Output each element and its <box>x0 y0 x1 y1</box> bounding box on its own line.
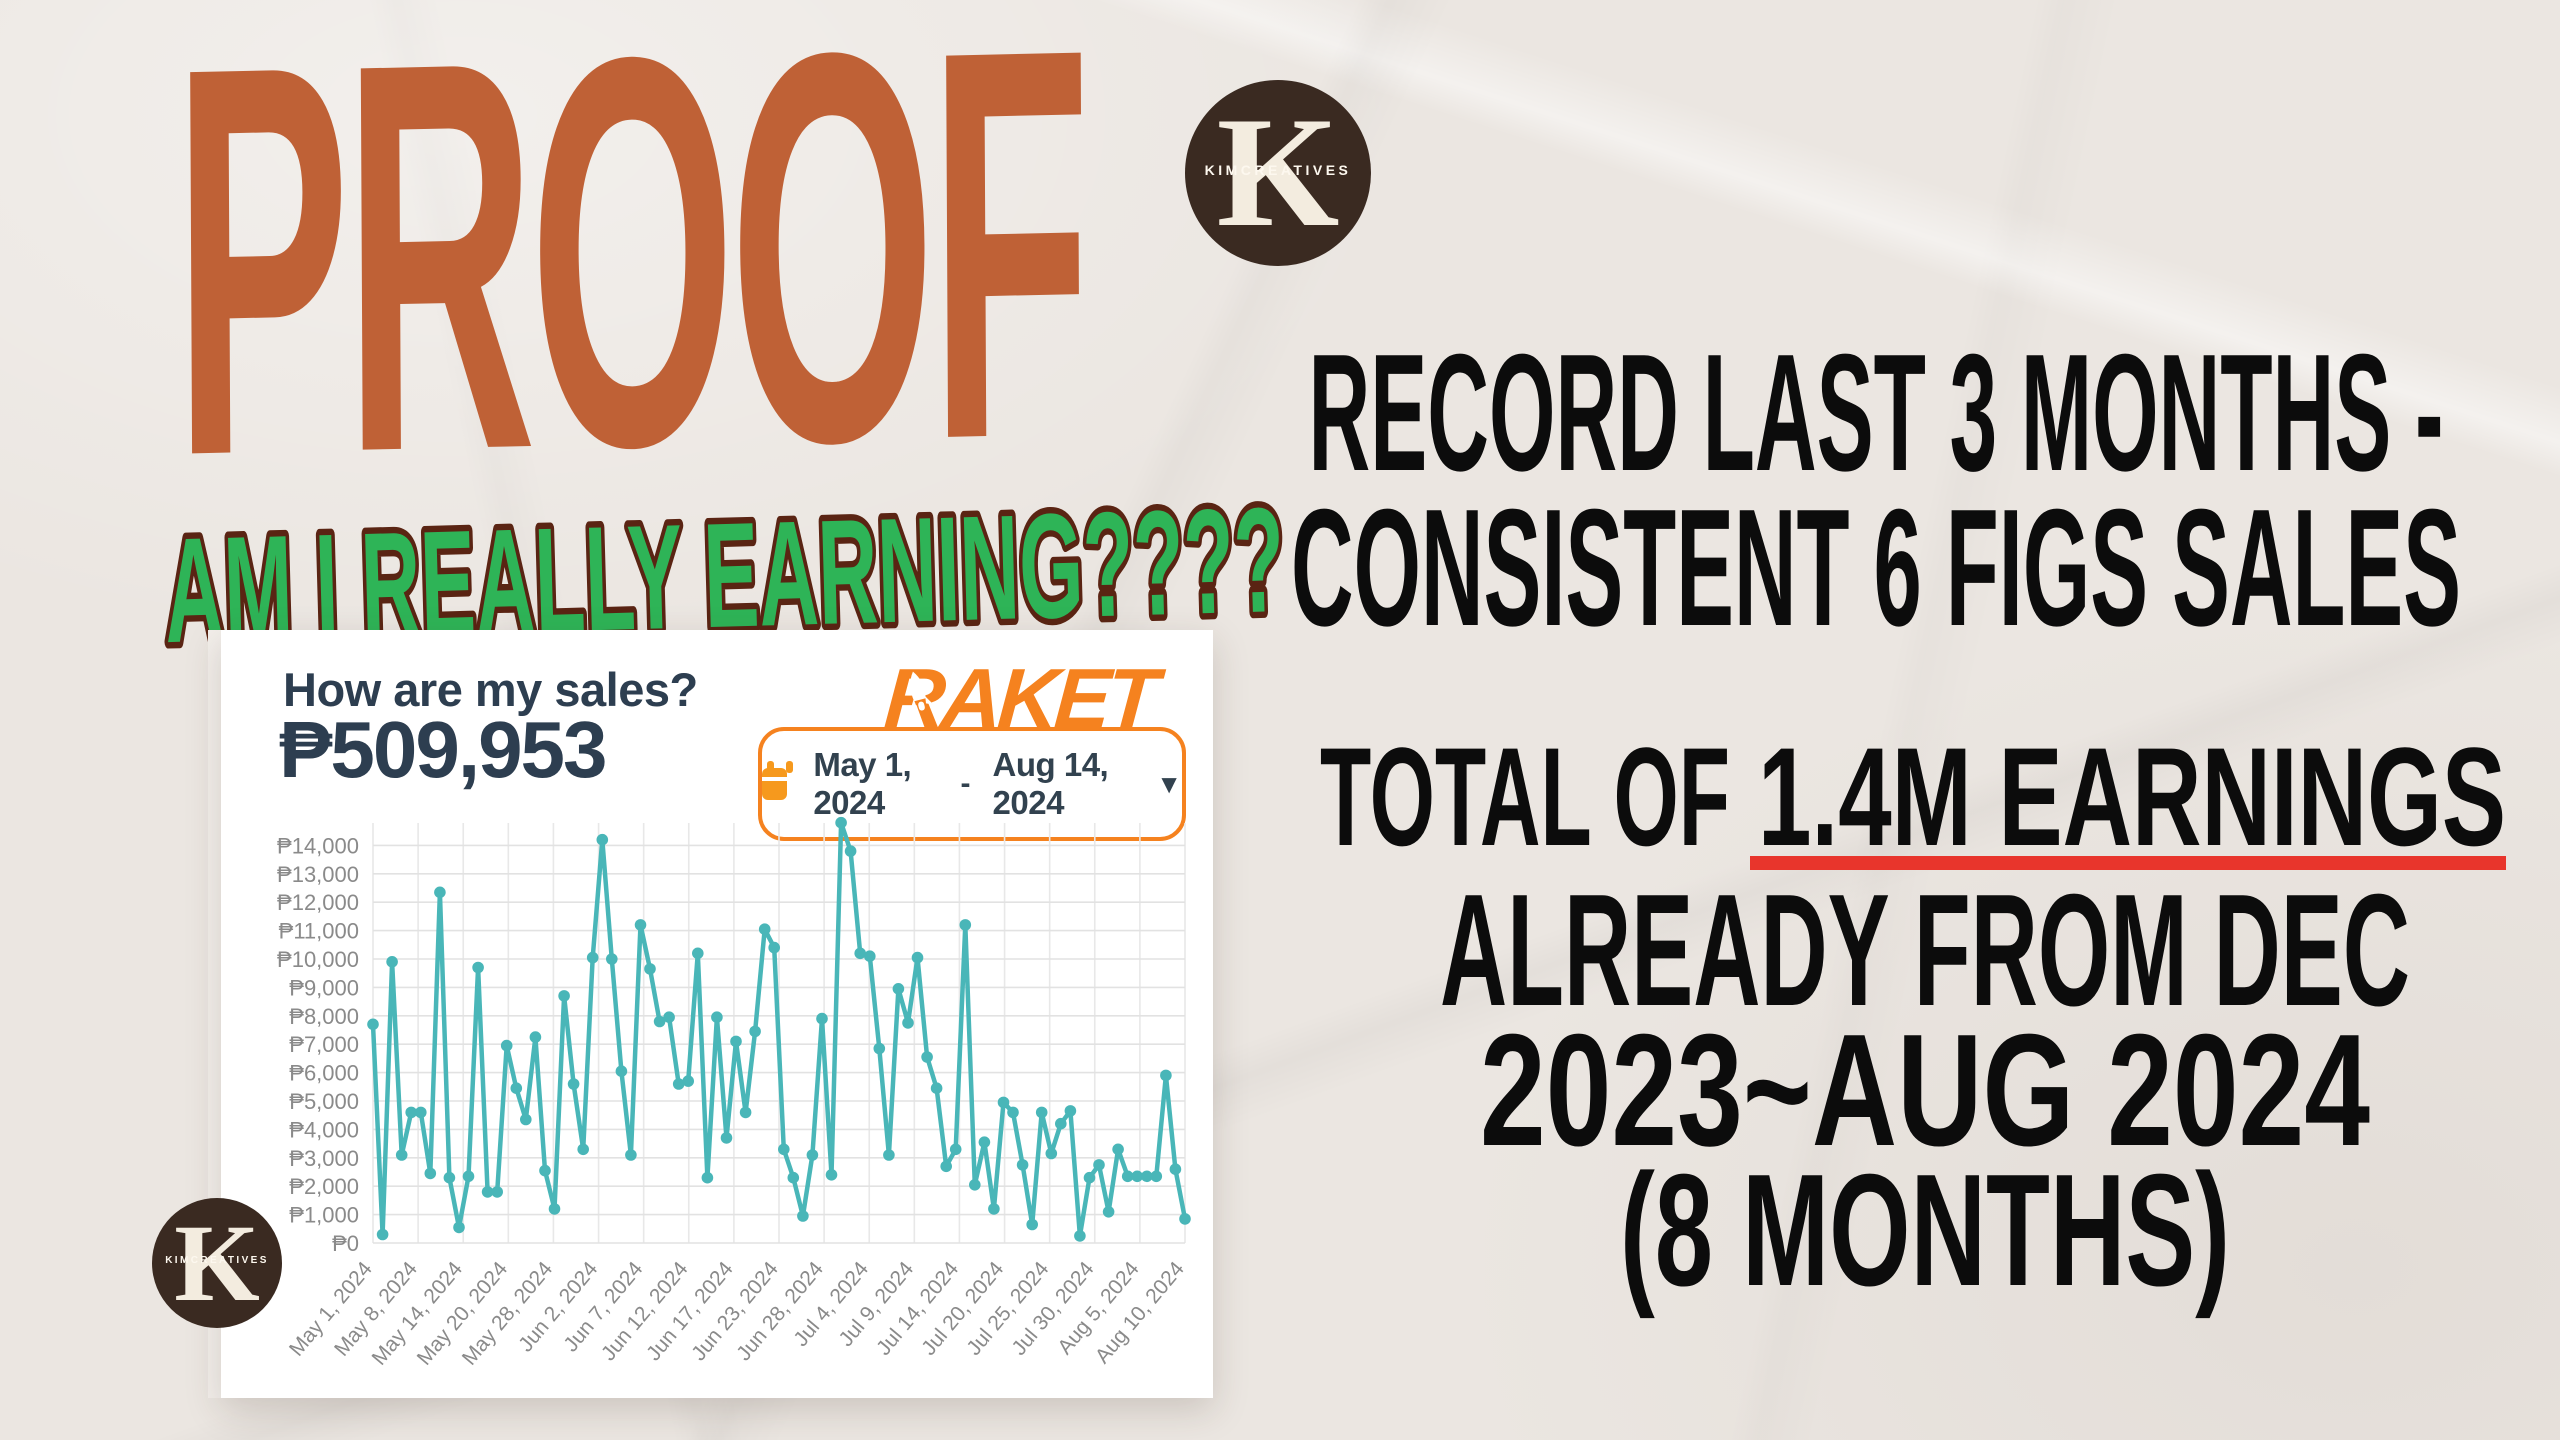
svg-text:₱12,000: ₱12,000 <box>277 890 359 915</box>
svg-text:₱14,000: ₱14,000 <box>277 833 359 858</box>
calendar-icon <box>762 761 799 800</box>
svg-text:₱9,000: ₱9,000 <box>289 975 359 1000</box>
chevron-down-icon[interactable]: ▼ <box>1156 768 1182 799</box>
svg-text:₱8,000: ₱8,000 <box>289 1004 359 1029</box>
svg-text:₱0: ₱0 <box>332 1231 359 1256</box>
sales-line-chart: ₱0 ₱1,000 ₱2,000 ₱3,000 ₱4,000 ₱5,000 ₱6,000 ₱7… <box>277 816 1191 1370</box>
kimcreatives-logo: K KIMCREATIVES <box>1185 80 1371 266</box>
total-sales-amount: ₱509,953 <box>279 705 608 794</box>
svg-text:₱2,000: ₱2,000 <box>289 1174 359 1199</box>
sales-dashboard-card: How are my sales? ₱509,953 RAKET May 1, … <box>221 630 1213 1398</box>
svg-text:₱4,000: ₱4,000 <box>289 1117 359 1142</box>
svg-text:₱13,000: ₱13,000 <box>277 862 359 887</box>
claims-block: RECORD LAST 3 MONTHS - CONSISTENT 6 FIGS… <box>1291 320 2506 1320</box>
svg-text:₱6,000: ₱6,000 <box>289 1061 359 1086</box>
proof-headline: PROOF <box>171 0 1087 573</box>
total-claim-prefix: TOTAL OF <box>1320 718 1730 875</box>
total-claim-highlight: 1.4M EARNINGS <box>1758 718 2506 875</box>
svg-text:₱3,000: ₱3,000 <box>289 1146 359 1171</box>
svg-text:₱5,000: ₱5,000 <box>289 1089 359 1114</box>
logo-wordmark: KIMCREATIVES <box>165 1255 269 1267</box>
date-range-separator: - <box>960 767 971 800</box>
logo-k-monogram: K <box>1216 85 1340 260</box>
range-claim-line: 2023~AUG 2024 <box>1480 1002 2370 1180</box>
date-range-end: Aug 14, 2024 <box>992 746 1109 821</box>
svg-text:₱10,000: ₱10,000 <box>277 947 359 972</box>
rocket-icon <box>910 671 934 711</box>
logo-wordmark: KIMCREATIVES <box>1204 161 1352 178</box>
months-claim-line: (8 MONTHS) <box>1620 1142 2230 1320</box>
record-claim-line2: CONSISTENT 6 FIGS SALES <box>1291 475 2461 661</box>
highlight-underline <box>1750 856 2506 870</box>
svg-text:₱7,000: ₱7,000 <box>289 1032 359 1057</box>
svg-text:₱1,000: ₱1,000 <box>289 1203 359 1228</box>
date-range-picker[interactable]: May 1, 2024 - Aug 14, 2024 ▼ <box>758 727 1186 841</box>
logo-k-monogram: K <box>174 1202 260 1324</box>
svg-text:₱11,000: ₱11,000 <box>279 919 359 944</box>
from-claim-line: ALREADY FROM DEC <box>1440 862 2410 1040</box>
record-claim-line1: RECORD LAST 3 MONTHS - <box>1309 320 2444 506</box>
sales-question-heading: How are my sales? <box>283 663 698 716</box>
kimcreatives-logo-small: K KIMCREATIVES <box>152 1198 282 1328</box>
date-range-start: May 1, 2024 <box>813 746 912 821</box>
